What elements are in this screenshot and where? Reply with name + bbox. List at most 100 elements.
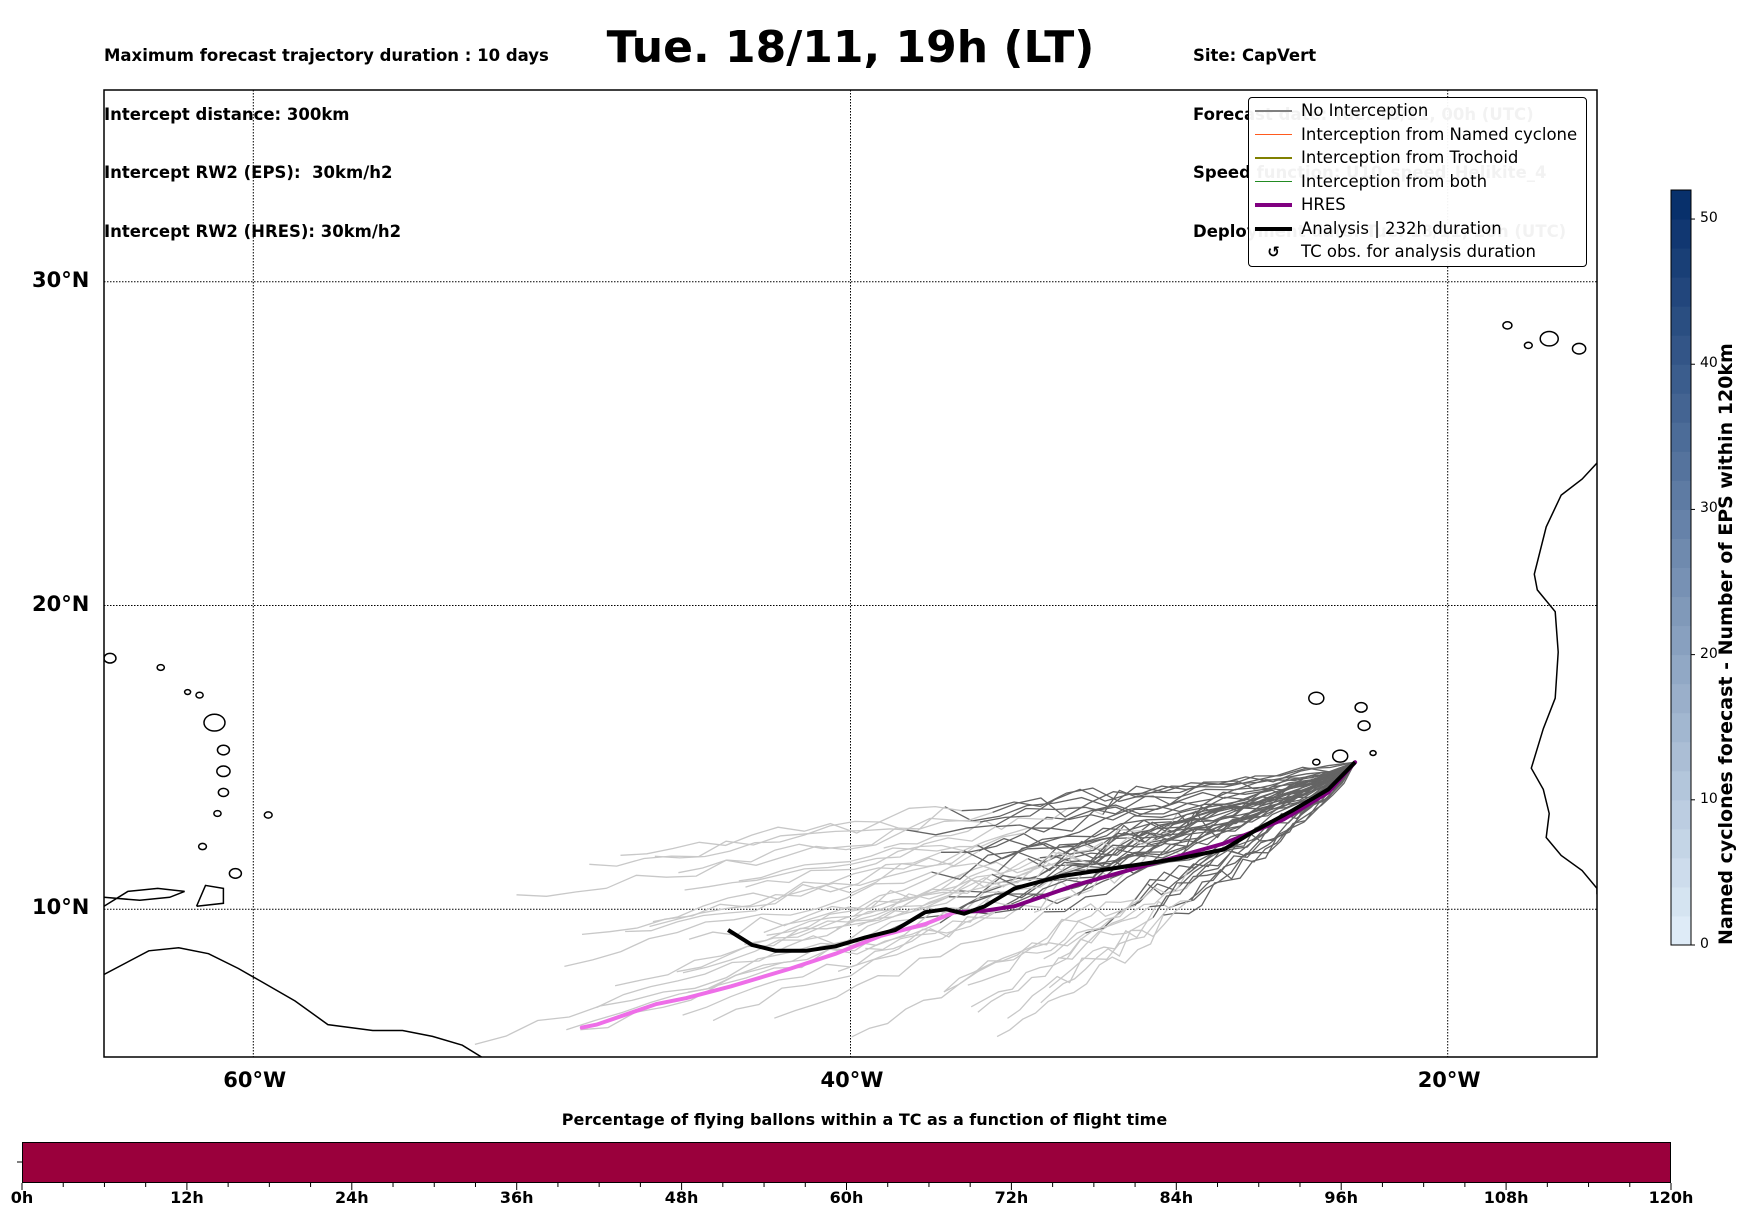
- legend-line-swatch: [1255, 203, 1292, 207]
- flight-hour-label: 120h: [1648, 1188, 1694, 1207]
- eps-trajectory: [620, 805, 962, 856]
- colorbar-frame: [1670, 189, 1692, 946]
- eps-trajectory: [940, 761, 1356, 853]
- eps-trajectory: [857, 851, 1089, 927]
- island-outline: [156, 663, 166, 672]
- eps-trajectory: [905, 761, 1356, 836]
- colorbar-tick-label: 30: [1700, 500, 1718, 517]
- lon-tick-label: 40°W: [820, 1068, 884, 1092]
- intercept-eps-text: Intercept RW2 (EPS): 30km/h2: [104, 163, 393, 182]
- eps-trajectory: [678, 811, 993, 874]
- max-duration-text: Maximum forecast trajectory duration : 1…: [104, 46, 549, 65]
- eps-trajectory: [474, 932, 884, 1046]
- island-outline: [228, 867, 243, 880]
- island-outline: [1369, 749, 1377, 757]
- eps-trajectory: [1059, 875, 1198, 959]
- island-outline: [217, 787, 230, 798]
- legend-line-swatch: [1255, 157, 1292, 159]
- eps-trajectory: [1024, 761, 1356, 834]
- legend-line-swatch: [1255, 226, 1292, 231]
- colorbar-tick-label: 10: [1700, 790, 1718, 807]
- eps-trajectory: [581, 851, 942, 936]
- eps-trajectory: [1186, 761, 1356, 903]
- eps-trajectory: [774, 911, 1045, 1019]
- eps-trajectory: [1149, 761, 1356, 908]
- eps-trajectory: [1040, 901, 1188, 1004]
- header-left-info: Maximum forecast trajectory duration : 1…: [104, 7, 549, 261]
- colorbar-segment: [1671, 712, 1691, 743]
- colorbar-segment: [1671, 219, 1691, 249]
- eps-trajectory: [992, 761, 1356, 818]
- flight-hour-label: 108h: [1483, 1188, 1529, 1207]
- legend-label: TC obs. for analysis duration: [1301, 242, 1536, 261]
- colorbar-segment: [1671, 625, 1691, 656]
- legend-item: HRES: [1249, 194, 1586, 216]
- eps-trajectory: [944, 899, 1136, 992]
- flight-bar-title: Percentage of flying ballons within a TC…: [561, 1110, 1168, 1129]
- island-outline: [216, 765, 231, 778]
- island-outline: [1357, 720, 1371, 732]
- colorbar-segment: [1671, 886, 1691, 917]
- eps-trajectory: [566, 910, 933, 1031]
- colorbar-segment: [1671, 277, 1691, 307]
- flight-hour-label: 12h: [170, 1188, 204, 1207]
- eps-trajectory: [970, 906, 1150, 1008]
- eps-trajectory: [1023, 812, 1179, 871]
- eps-trajectory: [1155, 761, 1356, 841]
- eps-trajectory: [763, 861, 1039, 934]
- legend-line-swatch: [1255, 133, 1292, 136]
- eps-trajectory: [961, 761, 1356, 812]
- legend-label: Interception from Named cyclone: [1301, 124, 1578, 144]
- eps-trajectory: [596, 896, 949, 1009]
- island-outline: [1539, 330, 1559, 347]
- colorbar-segment: [1671, 567, 1691, 598]
- flight-hour-label: 96h: [1324, 1188, 1359, 1207]
- map-frame: [103, 89, 1598, 1058]
- coastlines: [104, 321, 1597, 1057]
- island-outline: [216, 744, 231, 756]
- eps-trajectory: [1088, 761, 1356, 864]
- colorbar-tick-label: 0: [1700, 936, 1709, 952]
- coastline-segment: [195, 884, 225, 907]
- colorbar: [1670, 189, 1695, 946]
- colorbar-segment: [1671, 451, 1691, 481]
- colorbar-segment: [1671, 915, 1691, 946]
- legend-item: Analysis | 232h duration: [1249, 218, 1586, 240]
- colorbar-segment: [1671, 654, 1691, 685]
- colorbar-label: Named cyclones forecast - Number of EPS …: [1715, 343, 1737, 945]
- coastline-segment: [104, 947, 483, 1057]
- eps-trajectory: [979, 761, 1356, 823]
- eps-trajectory: [1043, 870, 1189, 960]
- legend-item: ↺ TC obs. for analysis duration: [1249, 241, 1586, 263]
- colorbar-tick-label: 40: [1700, 355, 1718, 372]
- eps-trajectory: [996, 914, 1164, 1038]
- analysis-track: [727, 760, 1357, 953]
- trajectories: [474, 760, 1358, 1046]
- colorbar-segment: [1671, 596, 1691, 627]
- island-outline: [1308, 691, 1325, 705]
- eps-trajectory: [649, 844, 978, 928]
- legend-label: HRES: [1301, 195, 1346, 214]
- island-outline: [1331, 749, 1349, 763]
- lat-tick-label: 10°N: [32, 895, 90, 920]
- colorbar-segment: [1671, 480, 1691, 510]
- eps-trajectory: [837, 879, 1079, 973]
- legend-item: Interception from Trochoid: [1249, 147, 1586, 169]
- lon-tick-label: 60°W: [223, 1068, 287, 1092]
- colorbar-segment: [1671, 335, 1691, 365]
- colorbar-segment: [1671, 741, 1691, 772]
- flight-hour-label: 36h: [499, 1188, 534, 1207]
- graticule: [104, 90, 1597, 1057]
- island-outline: [263, 811, 273, 819]
- island-outline: [1311, 758, 1321, 766]
- colorbar-tick-label: 20: [1700, 645, 1718, 662]
- eps-trajectory: [654, 817, 981, 859]
- colorbar-segment: [1671, 683, 1691, 714]
- eps-trajectory: [995, 761, 1356, 833]
- legend-line-swatch: [1255, 110, 1292, 112]
- main-title: Tue. 18/11, 19h (LT): [606, 22, 1095, 73]
- colorbar-segment: [1671, 306, 1691, 336]
- coastline-segment: [104, 887, 185, 907]
- legend-label: Analysis | 232h duration: [1301, 218, 1502, 238]
